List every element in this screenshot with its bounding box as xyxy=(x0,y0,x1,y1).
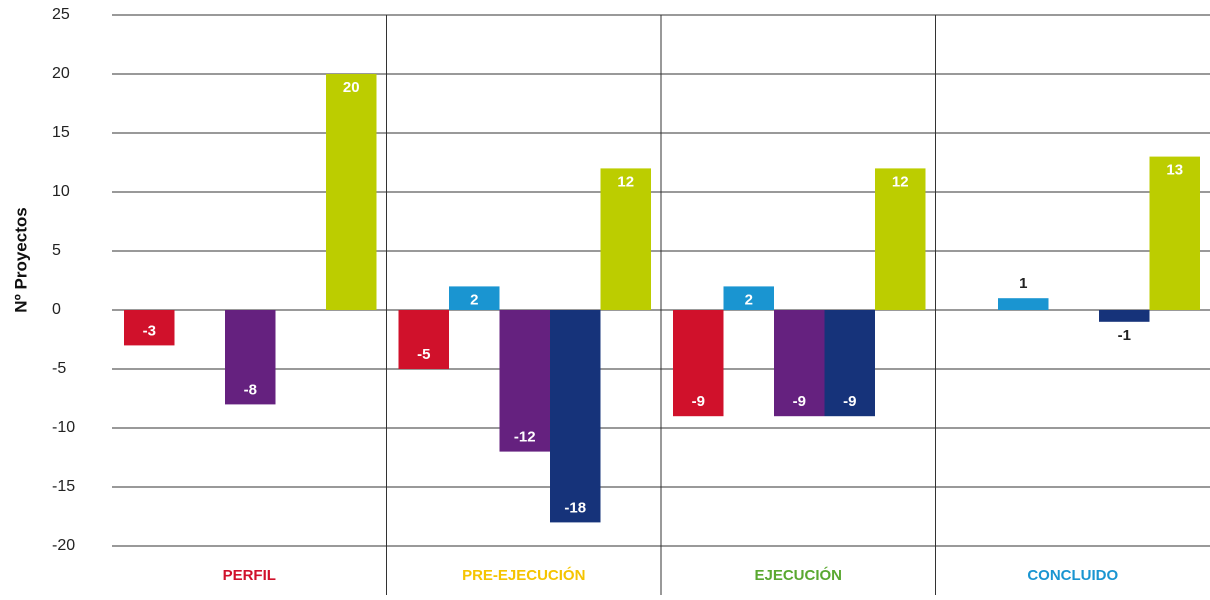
data-label: 1 xyxy=(1019,275,1027,292)
bar xyxy=(398,310,449,369)
bar xyxy=(124,310,175,346)
data-label: -9 xyxy=(692,393,705,410)
data-label: -8 xyxy=(244,381,257,398)
y-tick-label: 20 xyxy=(52,65,70,82)
data-label: -9 xyxy=(793,393,806,410)
bar xyxy=(824,310,875,417)
x-tick-label: CONCLUIDO xyxy=(1027,567,1118,584)
y-axis-label: Nº Proyectos xyxy=(11,207,30,312)
data-label: 2 xyxy=(745,291,753,308)
data-label: 2 xyxy=(470,291,478,308)
data-label: 13 xyxy=(1166,162,1183,179)
data-label: -3 xyxy=(143,322,156,339)
bar xyxy=(723,286,774,310)
data-label: 12 xyxy=(617,173,634,190)
bar xyxy=(673,310,724,417)
bar xyxy=(875,168,926,310)
data-label: -5 xyxy=(417,346,430,363)
bar xyxy=(499,310,550,452)
bar xyxy=(600,168,651,310)
bar xyxy=(998,298,1049,310)
y-tick-label: 25 xyxy=(52,6,70,23)
bar xyxy=(1149,156,1200,310)
bar xyxy=(326,74,377,310)
y-tick-label: -10 xyxy=(52,419,75,436)
y-tick-label: 10 xyxy=(52,183,70,200)
bar xyxy=(774,310,825,417)
data-label: -12 xyxy=(514,429,536,446)
x-tick-label: PERFIL xyxy=(223,567,276,584)
y-tick-label: -5 xyxy=(52,360,66,377)
bar xyxy=(225,310,276,405)
x-tick-label: PRE-EJECUCIÓN xyxy=(462,566,585,584)
bar xyxy=(449,286,500,310)
data-label: 12 xyxy=(892,173,909,190)
bar xyxy=(1099,310,1150,322)
y-tick-label: -15 xyxy=(52,478,75,495)
y-tick-label: 15 xyxy=(52,124,70,141)
data-label: -1 xyxy=(1118,327,1131,344)
data-label: -18 xyxy=(564,499,586,516)
y-tick-label: 0 xyxy=(52,301,61,318)
data-label: 20 xyxy=(343,79,360,96)
x-tick-label: EJECUCIÓN xyxy=(754,566,842,584)
y-tick-label: 5 xyxy=(52,242,61,259)
data-label: -9 xyxy=(843,393,856,410)
bar xyxy=(550,310,601,523)
y-tick-label: -20 xyxy=(52,537,75,554)
